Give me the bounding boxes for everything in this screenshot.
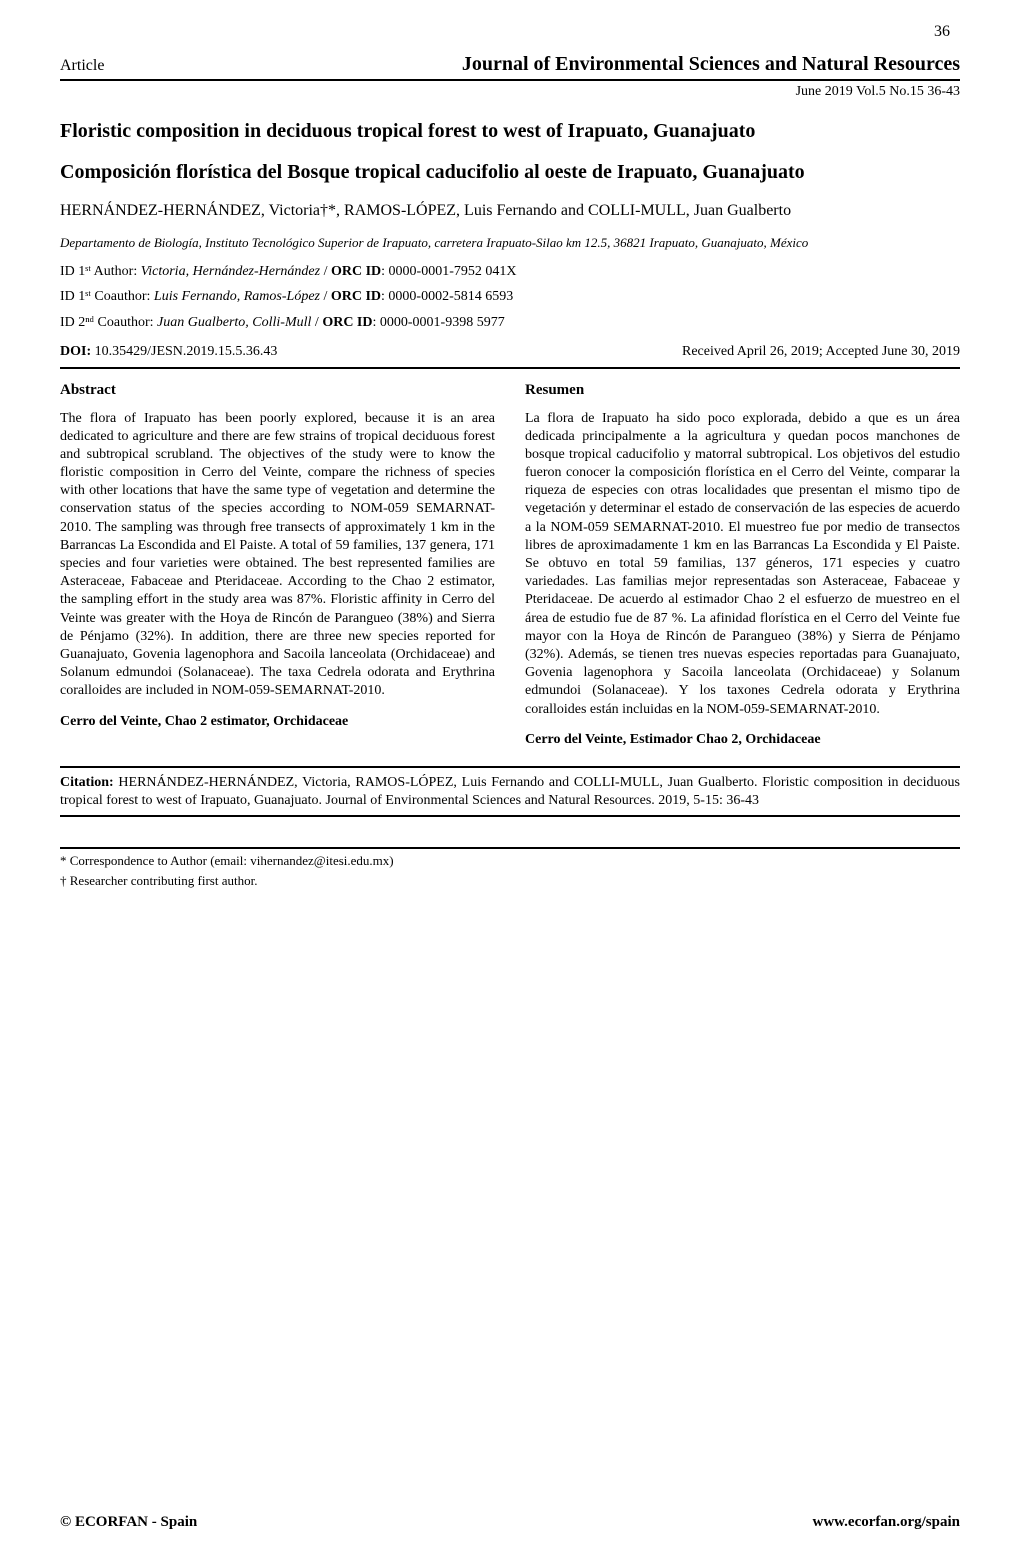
id1-name: Victoria, Hernández-Hernández (141, 264, 320, 279)
id3-prefix: ID 2ⁿᵈ Coauthor: (60, 315, 157, 330)
id2-orc-label: ORC ID (331, 289, 381, 304)
id1-orc-label: ORC ID (331, 264, 381, 279)
doi-value: 10.35429/JESN.2019.15.5.36.43 (91, 344, 277, 359)
abstract-heading-en: Abstract (60, 381, 495, 400)
abstract-col-es: Resumen La flora de Irapuato ha sido poc… (525, 381, 960, 748)
header-article-label: Article (60, 56, 104, 76)
abstract-heading-es: Resumen (525, 381, 960, 400)
id3-name: Juan Gualberto, Colli-Mull (157, 315, 311, 330)
abstract-body-es: La flora de Irapuato ha sido poco explor… (525, 410, 960, 719)
author-id-1: ID 1ˢᵗ Author: Victoria, Hernández-Herná… (60, 263, 960, 281)
keywords-es: Cerro del Veinte, Estimador Chao 2, Orch… (525, 731, 960, 749)
article-title-en: Floristic composition in deciduous tropi… (60, 119, 960, 144)
abstract-body-en: The flora of Irapuato has been poorly ex… (60, 410, 495, 701)
affiliation: Departamento de Biología, Instituto Tecn… (60, 235, 960, 251)
doi-row: DOI: 10.35429/JESN.2019.15.5.36.43 Recei… (60, 339, 960, 369)
id3-orc-label: ORC ID (322, 315, 372, 330)
header-row: Article Journal of Environmental Science… (60, 52, 960, 81)
id2-name: Luis Fernando, Ramos-López (154, 289, 320, 304)
id2-sep: / (320, 289, 331, 304)
id3-orc-val: : 0000-0001-9398 5977 (372, 315, 504, 330)
keywords-en: Cerro del Veinte, Chao 2 estimator, Orch… (60, 713, 495, 731)
authors: HERNÁNDEZ-HERNÁNDEZ, Victoria†*, RAMOS-L… (60, 201, 960, 221)
id1-sep: / (320, 264, 331, 279)
author-id-2: ID 1ˢᵗ Coauthor: Luis Fernando, Ramos-Ló… (60, 288, 960, 306)
id2-prefix: ID 1ˢᵗ Coauthor: (60, 289, 154, 304)
citation-text: HERNÁNDEZ-HERNÁNDEZ, Victoria, RAMOS-LÓP… (60, 775, 960, 808)
footer-row: © ECORFAN - Spain www.ecorfan.org/spain (60, 1513, 960, 1532)
doi-label: DOI: (60, 344, 91, 359)
doi-cell: DOI: 10.35429/JESN.2019.15.5.36.43 (60, 343, 277, 361)
abstract-row: Abstract The flora of Irapuato has been … (60, 381, 960, 748)
journal-title: Journal of Environmental Sciences and Na… (462, 52, 960, 77)
article-title-es: Composición florística del Bosque tropic… (60, 160, 960, 185)
footnote-correspondence: * Correspondence to Author (email: viher… (60, 853, 960, 869)
id2-orc-val: : 0000-0002-5814 6593 (381, 289, 513, 304)
issue-info: June 2019 Vol.5 No.15 36-43 (60, 83, 960, 101)
citation-label: Citation: (60, 775, 118, 790)
footer-url: www.ecorfan.org/spain (813, 1513, 961, 1532)
id3-sep: / (311, 315, 322, 330)
id1-orc-val: : 0000-0001-7952 041X (381, 264, 516, 279)
id1-prefix: ID 1ˢᵗ Author: (60, 264, 141, 279)
page-number: 36 (934, 22, 950, 42)
footer-copyright: © ECORFAN - Spain (60, 1513, 197, 1532)
footnote-first-author: † Researcher contributing first author. (60, 873, 960, 889)
footnote-divider (60, 847, 960, 849)
abstract-col-en: Abstract The flora of Irapuato has been … (60, 381, 495, 748)
received-accepted: Received April 26, 2019; Accepted June 3… (682, 343, 960, 361)
citation-block: Citation: HERNÁNDEZ-HERNÁNDEZ, Victoria,… (60, 766, 960, 817)
author-id-3: ID 2ⁿᵈ Coauthor: Juan Gualberto, Colli-M… (60, 314, 960, 332)
